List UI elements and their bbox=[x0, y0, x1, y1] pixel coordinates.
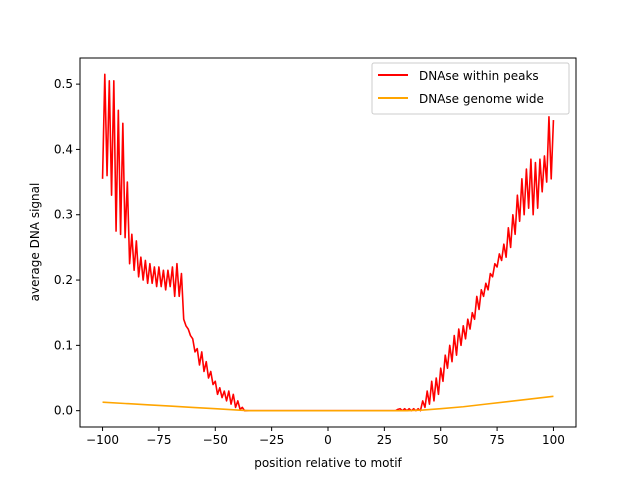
series-line-1 bbox=[102, 395, 554, 412]
x-axis-label: position relative to motif bbox=[254, 456, 402, 470]
x-tick-label: −25 bbox=[259, 433, 284, 447]
legend: DNAse within peaks DNAse genome wide bbox=[371, 62, 570, 115]
x-tick-label: 75 bbox=[489, 433, 504, 447]
y-axis-ticks: 0.0 0.1 0.2 0.3 0.4 0.5 bbox=[54, 77, 80, 418]
x-tick-label: −75 bbox=[146, 433, 171, 447]
y-tick-label: 0.3 bbox=[54, 208, 73, 222]
x-tick-label: 100 bbox=[542, 433, 565, 447]
legend-label-genome-wide: DNAse genome wide bbox=[419, 92, 544, 106]
y-axis-label: average DNA signal bbox=[28, 183, 42, 302]
x-tick-label: 25 bbox=[377, 433, 392, 447]
legend-label-within-peaks: DNAse within peaks bbox=[419, 69, 539, 83]
y-tick-label: 0.0 bbox=[54, 404, 73, 418]
x-tick-label: 0 bbox=[324, 433, 332, 447]
x-tick-label: 50 bbox=[433, 433, 448, 447]
series-layer bbox=[101, 73, 555, 412]
y-tick-label: 0.5 bbox=[54, 77, 73, 91]
legend-box bbox=[371, 62, 570, 115]
x-tick-label: −100 bbox=[86, 433, 119, 447]
x-axis-ticks: −100 −75 −50 −25 0 25 50 75 100 bbox=[86, 427, 565, 447]
y-tick-label: 0.1 bbox=[54, 338, 73, 352]
y-tick-label: 0.4 bbox=[54, 142, 73, 156]
x-tick-label: −50 bbox=[203, 433, 228, 447]
y-tick-label: 0.2 bbox=[54, 273, 73, 287]
